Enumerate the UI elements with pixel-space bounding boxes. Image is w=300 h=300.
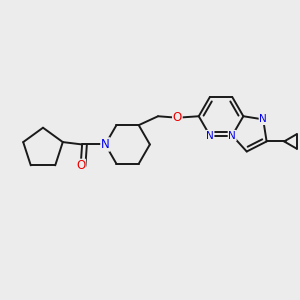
Text: N: N <box>101 138 110 151</box>
Text: N: N <box>228 130 236 140</box>
Text: N: N <box>259 114 267 124</box>
Text: N: N <box>206 130 214 140</box>
Text: O: O <box>76 159 85 172</box>
Text: O: O <box>173 111 182 124</box>
